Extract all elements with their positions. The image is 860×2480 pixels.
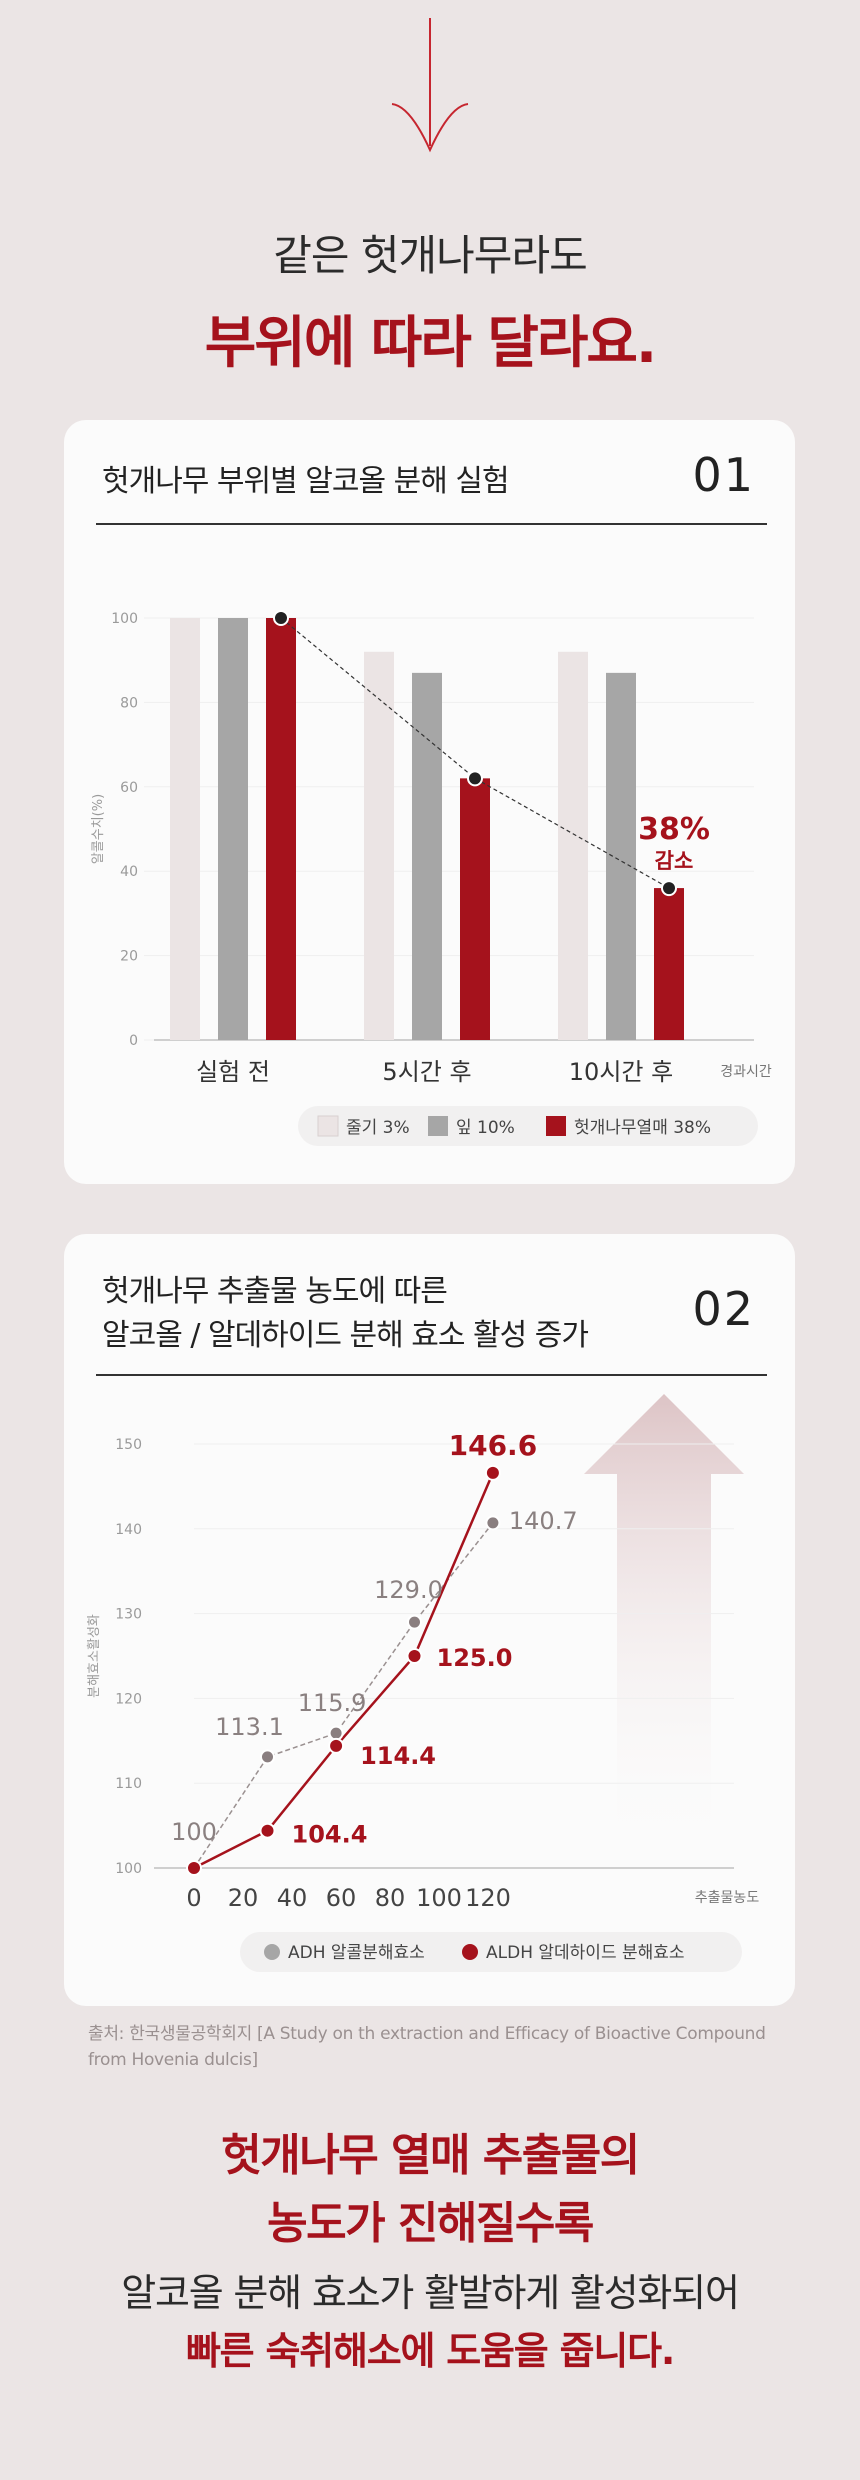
chart1-divider [96,523,767,525]
adh-data-point [485,1515,501,1531]
bar-fruit [460,778,490,1040]
adh-data-label: 100 [171,1818,217,1846]
adh-data-point [260,1749,275,1765]
conclusion-line1: 헛개나무 열매 추출물의 [221,2130,640,2181]
adh-data-point [407,1614,422,1630]
x-category-label: 실험 전 [196,1058,270,1086]
trend-point [467,770,483,787]
down-arrow-icon [391,18,469,153]
callout-label: 감소 [655,849,694,873]
conclusion-line4: 빠른 숙취해소에 도움을 줍니다. [185,2329,675,2373]
legend-background [298,1106,758,1146]
legend-swatch [428,1116,448,1136]
adh-data-label: 113.1 [215,1713,284,1741]
aldh-data-point [259,1822,276,1839]
aldh-data-label: 125.0 [437,1644,513,1672]
x-tick-label: 80 [375,1884,406,1912]
x-tick-label: 20 [228,1884,259,1912]
chart2-title: 헛개나무 추출물 농도에 따른 알코올 / 알데하이드 분해 효소 활성 증가 [102,1270,589,1357]
y-tick-label: 110 [115,1776,142,1792]
y-tick-label: 0 [129,1033,138,1049]
x-category-label: 5시간 후 [382,1058,471,1086]
aldh-data-label: 146.6 [449,1429,538,1462]
bar-leaf [218,618,248,1040]
aldh-data-point [328,1737,345,1754]
bar-stem [170,618,200,1040]
x-tick-label: 120 [465,1884,511,1912]
bar-chart-card: 헛개나무 부위별 알코올 분해 실험 01 0 20 40 60 80 100 알콜수치(%… [64,420,795,1184]
legend-background [240,1932,742,1972]
chart2-divider [96,1374,767,1376]
legend-label: 잎 10% [456,1118,515,1138]
x-axis-label: 추출물농도 [695,1890,760,1906]
adh-data-label: 129.0 [374,1576,443,1604]
y-tick-label: 20 [120,949,138,965]
line-chart-card: 헛개나무 추출물 농도에 따른 알코올 / 알데하이드 분해 효소 활성 증가 … [64,1234,795,2006]
chart2-number: 02 [692,1282,755,1336]
adh-data-label: 115.9 [298,1689,367,1717]
y-axis-label: 알콜수치(%) [91,794,106,864]
y-tick-label: 130 [115,1607,142,1623]
aldh-data-point [186,1860,202,1876]
conclusion-line3: 알코올 분해 효소가 활발하게 활성화되어 [121,2271,740,2315]
y-tick-label: 140 [115,1522,142,1538]
bar-fruit [266,618,296,1040]
adh-series-line [193,1522,494,1869]
y-tick-label: 80 [120,695,138,711]
y-tick-label: 120 [115,1691,142,1707]
x-tick-label: 40 [277,1884,308,1912]
x-axis-label: 경과시간 [720,1064,772,1080]
conclusion-line2: 농도가 진해질수록 [267,2198,594,2250]
chart2-title-line1: 헛개나무 추출물 농도에 따른 [102,1274,448,1309]
legend-swatch [462,1944,478,1960]
trend-point [273,610,289,626]
bar-leaf [412,672,442,1040]
legend-swatch [264,1944,280,1960]
y-tick-label: 100 [115,1861,142,1877]
conclusion-highlight: 헛개나무 열매 추출물의 농도가 진해질수록 [0,2122,860,2258]
y-axis-label: 분해효소활성화 [87,1614,102,1698]
trend-point [661,880,677,897]
bar-stem [364,651,394,1040]
callout-value: 38% [638,812,710,847]
legend-label: ADH 알콜분해효소 [288,1943,425,1963]
up-arrow-icon [584,1394,744,1854]
adh-data-point [328,1725,344,1741]
aldh-data-label: 114.4 [360,1742,436,1770]
y-tick-label: 150 [115,1437,142,1453]
legend-swatch [546,1116,566,1136]
x-tick-label: 100 [416,1884,462,1912]
trend-line [280,617,670,889]
y-tick-label: 60 [120,780,138,796]
bar-leaf [606,672,636,1040]
legend-label: 헛개나무열매 38% [574,1118,711,1138]
adh-data-label: 140.7 [509,1507,578,1535]
x-tick-label: 60 [326,1884,357,1912]
chart2-title-line2: 알코올 / 알데하이드 분해 효소 활성 증가 [102,1317,589,1353]
aldh-data-point [484,1464,501,1481]
legend-label: 줄기 3% [346,1118,410,1138]
bar-stem [558,651,588,1040]
legend-label: ALDH 알데하이드 분해효소 [486,1943,685,1963]
chart1-number: 01 [692,448,755,502]
bar-fruit [654,888,684,1040]
x-category-label: 10시간 후 [569,1058,673,1086]
legend-swatch [317,1115,339,1137]
heading-title: 부위에 따라 달라요. [204,311,657,376]
chart1-title: 헛개나무 부위별 알코올 분해 실험 [102,464,510,499]
y-tick-label: 40 [120,864,138,880]
aldh-data-point [406,1648,423,1664]
bar-chart: 0 20 40 60 80 100 알콜수치(%) 실험 전 5시간 후 10시간 후 경과시간 38… [91,610,772,1146]
x-tick-label: 0 [186,1884,201,1912]
aldh-data-label: 104.4 [292,1821,368,1849]
heading-subtitle: 같은 헛개나무라도 [273,231,587,280]
y-tick-label: 100 [111,611,138,627]
source-citation: 출처: 한국생물공학회지 [A Study on th extraction a… [88,2024,766,2070]
